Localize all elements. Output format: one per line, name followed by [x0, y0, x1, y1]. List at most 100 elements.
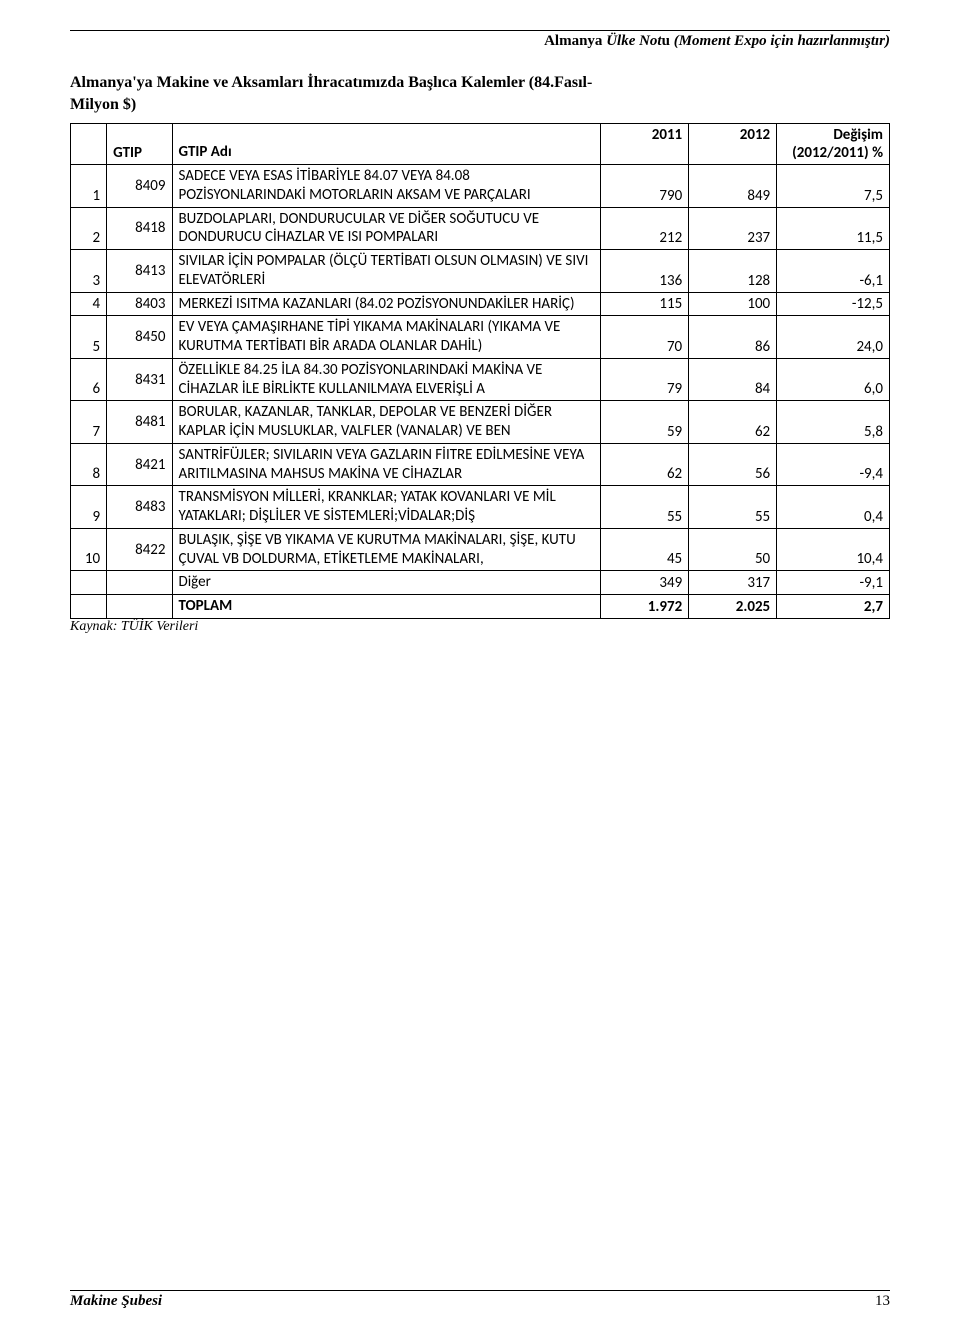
row-2012: 84 — [689, 358, 777, 401]
summary-diger-row: Diğer 349 317 -9,1 — [71, 571, 890, 595]
row-2011: 212 — [601, 207, 689, 250]
row-gtip: 8483 — [107, 486, 172, 529]
th-blank — [71, 124, 107, 165]
header-rule — [70, 30, 890, 31]
row-2012: 62 — [689, 401, 777, 444]
row-desc: MERKEZİ ISITMA KAZANLARI (84.02 POZİSYON… — [172, 292, 601, 316]
th-2011: 2011 — [601, 124, 689, 165]
row-gtip: 8403 — [107, 292, 172, 316]
header-prefix: Almanya — [544, 33, 606, 49]
table-row: 6 8431 ÖZELLİKLE 84.25 İLA 84.30 POZİSYO… — [71, 358, 890, 401]
row-num: 2 — [71, 207, 107, 250]
header-rest: (Moment Expo için hazırlanmıştır) — [670, 33, 890, 49]
row-num: 6 — [71, 358, 107, 401]
row-num: 5 — [71, 316, 107, 359]
summary-toplam-row: TOPLAM 1.972 2.025 2,7 — [71, 595, 890, 619]
row-2011: 790 — [601, 165, 689, 208]
row-gtip: 8450 — [107, 316, 172, 359]
row-desc: BUZDOLAPLARI, DONDURUCULAR VE DİĞER SOĞU… — [172, 207, 601, 250]
table-row: 4 8403 MERKEZİ ISITMA KAZANLARI (84.02 P… — [71, 292, 890, 316]
row-2011: 45 — [601, 528, 689, 571]
row-change: -12,5 — [777, 292, 890, 316]
row-2012: 849 — [689, 165, 777, 208]
footer-rule — [70, 1290, 890, 1291]
row-num: 3 — [71, 250, 107, 293]
row-num: 9 — [71, 486, 107, 529]
row-num: 4 — [71, 292, 107, 316]
header-italic: Ülke Not — [606, 33, 661, 49]
row-gtip: 8431 — [107, 358, 172, 401]
row-2012: 56 — [689, 443, 777, 486]
table-row: 8 8421 SANTRİFÜJLER; SIVILARIN VEYA GAZL… — [71, 443, 890, 486]
table-row: 10 8422 BULAŞIK, ŞİŞE VB YIKAMA VE KURUT… — [71, 528, 890, 571]
toplam-change: 2,7 — [777, 595, 890, 619]
empty-cell — [71, 571, 107, 595]
source-note: Kaynak: TÜİK Verileri — [70, 619, 890, 635]
row-2011: 59 — [601, 401, 689, 444]
row-gtip: 8481 — [107, 401, 172, 444]
diger-change: -9,1 — [777, 571, 890, 595]
row-desc: TRANSMİSYON MİLLERİ, KRANKLAR; YATAK KOV… — [172, 486, 601, 529]
row-change: -6,1 — [777, 250, 890, 293]
row-gtip: 8413 — [107, 250, 172, 293]
row-num: 8 — [71, 443, 107, 486]
row-desc: SIVILAR İÇİN POMPALAR (ÖLÇÜ TERTİBATI OL… — [172, 250, 601, 293]
table-body: 1 8409 SADECE VEYA ESAS İTİBARİYLE 84.07… — [71, 165, 890, 619]
row-2011: 55 — [601, 486, 689, 529]
toplam-2011: 1.972 — [601, 595, 689, 619]
footer-right: 13 — [875, 1293, 890, 1310]
footer-row: Makine Şubesi 13 — [70, 1293, 890, 1310]
row-gtip: 8421 — [107, 443, 172, 486]
page-title: Almanya'ya Makine ve Aksamları İhracatım… — [70, 72, 890, 115]
row-change: 5,8 — [777, 401, 890, 444]
row-gtip: 8422 — [107, 528, 172, 571]
export-table: GTIP GTIP Adı 2011 2012 Değişim (2012/20… — [70, 123, 890, 619]
toplam-label: TOPLAM — [172, 595, 601, 619]
table-row: 2 8418 BUZDOLAPLARI, DONDURUCULAR VE DİĞ… — [71, 207, 890, 250]
row-2012: 237 — [689, 207, 777, 250]
th-2012: 2012 — [689, 124, 777, 165]
row-num: 10 — [71, 528, 107, 571]
row-num: 7 — [71, 401, 107, 444]
row-change: 6,0 — [777, 358, 890, 401]
diger-2012: 317 — [689, 571, 777, 595]
row-change: 24,0 — [777, 316, 890, 359]
row-gtip: 8409 — [107, 165, 172, 208]
footer-left: Makine Şubesi — [70, 1293, 162, 1310]
row-change: 7,5 — [777, 165, 890, 208]
row-desc: EV VEYA ÇAMAŞIRHANE TİPİ YIKAMA MAKİNALA… — [172, 316, 601, 359]
table-row: 1 8409 SADECE VEYA ESAS İTİBARİYLE 84.07… — [71, 165, 890, 208]
empty-cell — [107, 595, 172, 619]
empty-cell — [71, 595, 107, 619]
table-row: 5 8450 EV VEYA ÇAMAŞIRHANE TİPİ YIKAMA M… — [71, 316, 890, 359]
row-desc: SADECE VEYA ESAS İTİBARİYLE 84.07 VEYA 8… — [172, 165, 601, 208]
header-text: Almanya Ülke Notu (Moment Expo için hazı… — [70, 33, 890, 50]
row-2012: 128 — [689, 250, 777, 293]
row-2011: 62 — [601, 443, 689, 486]
row-2011: 136 — [601, 250, 689, 293]
row-2011: 70 — [601, 316, 689, 359]
th-gtip-adi: GTIP Adı — [172, 124, 601, 165]
th-gtip: GTIP — [107, 124, 172, 165]
row-2011: 115 — [601, 292, 689, 316]
row-desc: ÖZELLİKLE 84.25 İLA 84.30 POZİSYONLARIND… — [172, 358, 601, 401]
row-2011: 79 — [601, 358, 689, 401]
row-2012: 55 — [689, 486, 777, 529]
row-change: 10,4 — [777, 528, 890, 571]
diger-2011: 349 — [601, 571, 689, 595]
th-change: Değişim (2012/2011) % — [777, 124, 890, 165]
row-change: 0,4 — [777, 486, 890, 529]
table-row: 3 8413 SIVILAR İÇİN POMPALAR (ÖLÇÜ TERTİ… — [71, 250, 890, 293]
title-line2: Milyon $) — [70, 96, 136, 113]
toplam-2012: 2.025 — [689, 595, 777, 619]
table-row: 9 8483 TRANSMİSYON MİLLERİ, KRANKLAR; YA… — [71, 486, 890, 529]
row-change: -9,4 — [777, 443, 890, 486]
diger-label: Diğer — [172, 571, 601, 595]
row-2012: 100 — [689, 292, 777, 316]
row-desc: BULAŞIK, ŞİŞE VB YIKAMA VE KURUTMA MAKİN… — [172, 528, 601, 571]
title-line1: Almanya'ya Makine ve Aksamları İhracatım… — [70, 74, 592, 91]
row-desc: BORULAR, KAZANLAR, TANKLAR, DEPOLAR VE B… — [172, 401, 601, 444]
header-row: GTIP GTIP Adı 2011 2012 Değişim (2012/20… — [71, 124, 890, 165]
row-2012: 50 — [689, 528, 777, 571]
row-num: 1 — [71, 165, 107, 208]
